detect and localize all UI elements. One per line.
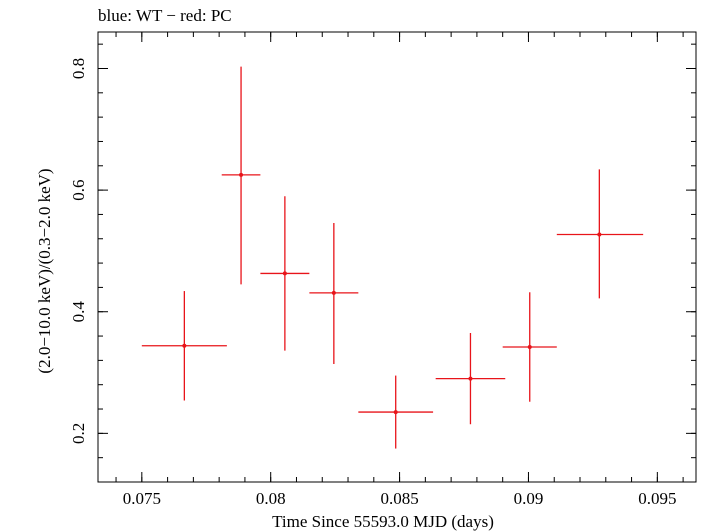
- data-point: [221, 66, 261, 285]
- x-tick-label: 0.08: [256, 489, 286, 508]
- data-points: [141, 66, 644, 449]
- y-axis: 0.2 0.4 0.6 0.8: [69, 43, 696, 483]
- y-tick-label: 0.2: [69, 423, 88, 444]
- x-tick-label: 0.09: [514, 489, 544, 508]
- point-marker: [331, 290, 336, 295]
- x-tick-label: 0.085: [380, 489, 418, 508]
- point-marker: [468, 376, 473, 381]
- data-point: [358, 375, 434, 449]
- x-tick-label: 0.095: [638, 489, 676, 508]
- x-tick-label: 0.075: [123, 489, 161, 508]
- y-tick-label: 0.8: [69, 58, 88, 79]
- chart-title: blue: WT − red: PC: [98, 6, 232, 25]
- point-marker: [597, 232, 602, 237]
- data-point: [260, 196, 310, 351]
- data-point: [309, 222, 359, 365]
- x-axis-label: Time Since 55593.0 MJD (days): [272, 512, 494, 531]
- point-marker: [393, 410, 398, 415]
- y-axis-label: (2.0−10.0 keV)/(0.3−2.0 keV): [35, 168, 54, 373]
- y-tick-label: 0.6: [69, 179, 88, 200]
- point-marker: [239, 172, 244, 177]
- data-point: [556, 169, 644, 299]
- data-point: [141, 291, 227, 401]
- data-point: [502, 292, 557, 402]
- point-marker: [527, 345, 532, 349]
- point-marker: [282, 271, 287, 276]
- x-axis: 0.075 0.08 0.085 0.09 0.095: [115, 32, 684, 508]
- plot-frame: [97, 31, 697, 483]
- data-point: [435, 333, 506, 425]
- y-tick-label: 0.4: [69, 301, 88, 323]
- point-marker: [182, 343, 187, 348]
